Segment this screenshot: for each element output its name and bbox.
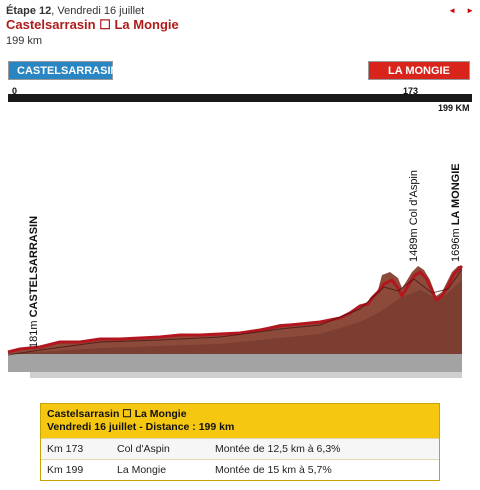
aspin-altitude: 1489m [408,228,420,262]
distance-scale-bar [8,94,472,102]
finish-profile-label: 1696m LA MONGIE [450,163,462,262]
profile-road-shadow [7,268,463,356]
row-km: Km 173 [47,443,84,455]
info-table-title: Castelsarrasin ☐ La Mongie [47,408,187,420]
table-row: Km 199 La Mongie Montée de 15 km à 5,7% [41,459,439,480]
prev-stage-icon[interactable]: ◄ [448,6,457,15]
aspin-name: Col d'Aspin [408,170,420,226]
route-title: Castelsarrasin ☐ La Mongie [6,17,179,32]
finish-town-name: LA MONGIE [450,163,462,226]
info-table-subtitle: Vendredi 16 juillet - Distance : 199 km [47,421,235,433]
table-row: Km 173 Col d'Aspin Montée de 12,5 km à 6… [41,438,439,459]
scale-end-label: 199 KM [438,103,470,113]
profile-base [8,354,462,372]
next-stage-icon[interactable]: ► [466,6,474,15]
stage-nav: ◄ ► [448,6,474,15]
start-altitude: 181m [28,320,40,348]
scale-start-label: 0 [12,86,18,96]
scale-mid-label: 173 [403,86,419,96]
row-name: Col d'Aspin [117,443,170,455]
profile-base-shadow [30,372,462,378]
aspin-profile-label: 1489m Col d'Aspin [408,170,420,262]
profile-terrain-shade [8,280,462,354]
stage-header: Étape 12, Vendredi 16 juillet [6,5,144,17]
start-profile-label: 181m CASTELSARRASIN [28,216,40,348]
row-climb: Montée de 15 km à 5,7% [215,464,332,476]
row-climb: Montée de 12,5 km à 6,3% [215,443,341,455]
start-town-name: CASTELSARRASIN [28,215,40,318]
finish-town-badge[interactable]: LA MONGIE [368,61,470,80]
stage-date: , Vendredi 16 juillet [51,5,145,17]
stage-number: Étape 12 [6,5,52,17]
elevation-profile [7,264,464,378]
row-km: Km 199 [47,464,84,476]
stage-distance: 199 km [6,35,43,47]
finish-altitude: 1696m [450,228,462,262]
info-table-header: Castelsarrasin ☐ La Mongie Vendredi 16 j… [41,404,439,438]
stage-info-table: Castelsarrasin ☐ La Mongie Vendredi 16 j… [40,403,440,481]
start-town-badge[interactable]: CASTELSARRASIN [8,61,118,80]
row-name: La Mongie [117,464,167,476]
